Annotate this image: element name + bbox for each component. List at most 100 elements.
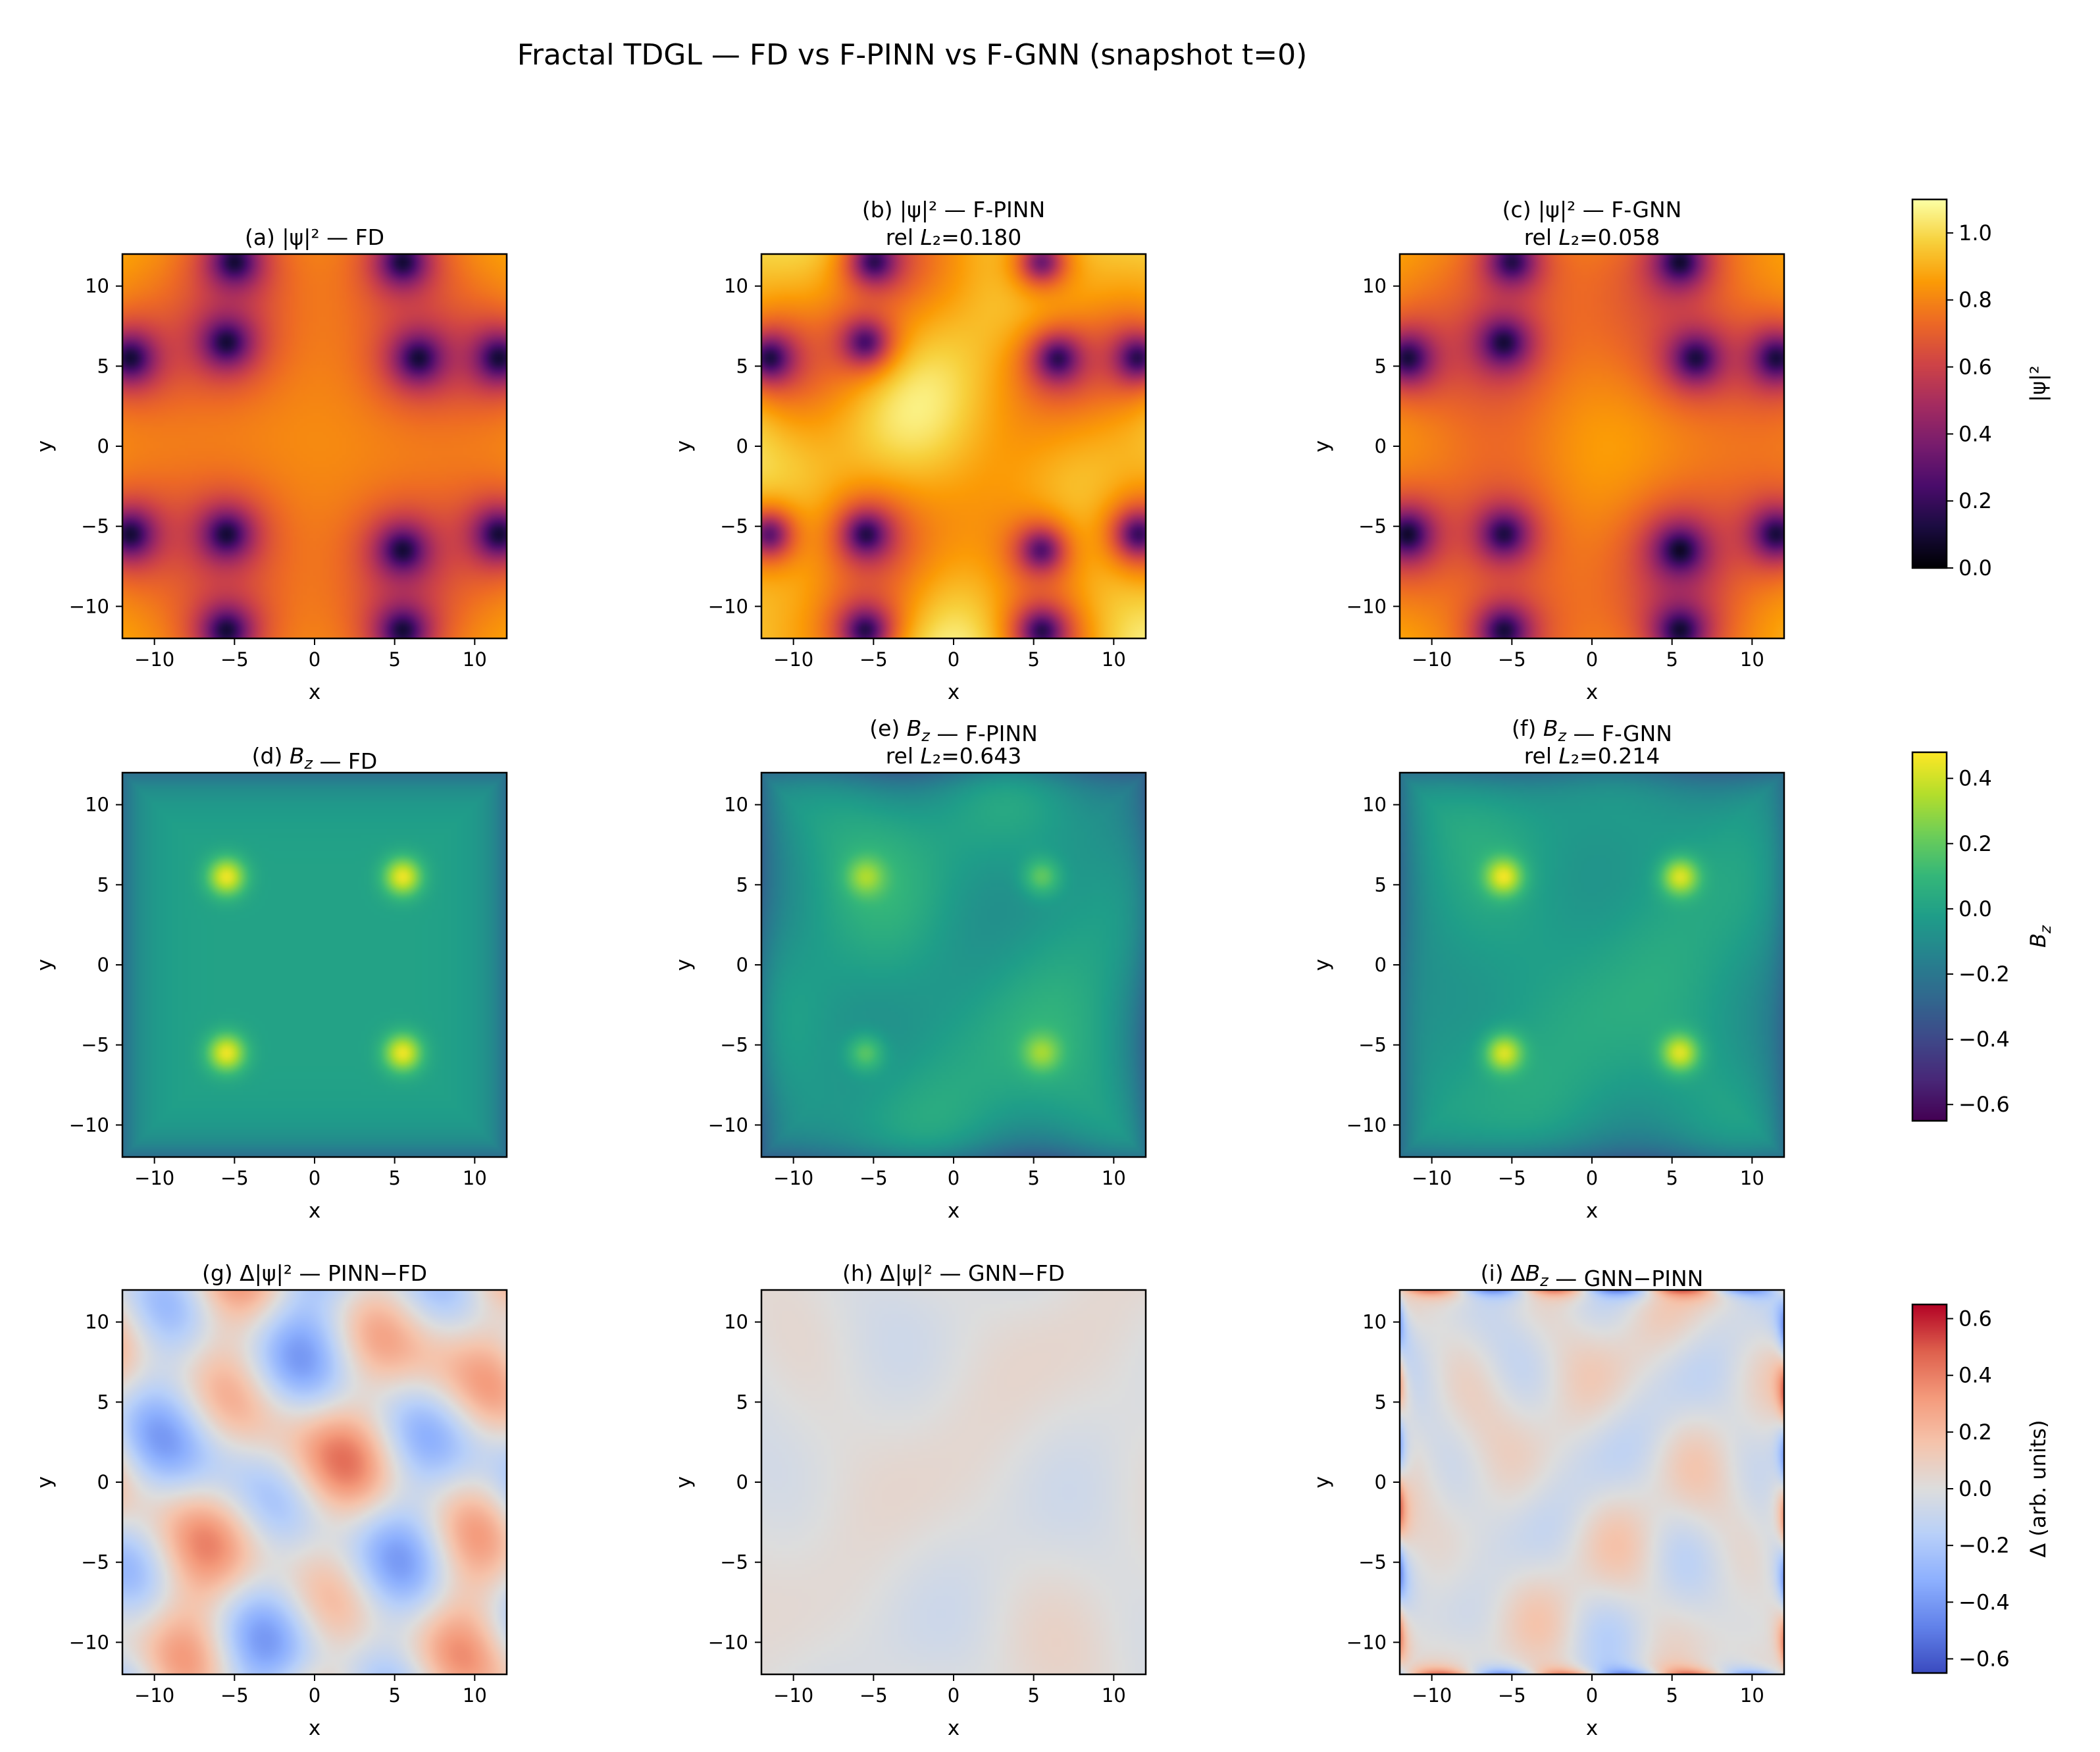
y-axis-label: y — [1310, 959, 1334, 971]
x-axis-label: x — [309, 1199, 320, 1223]
y-tick-label: −5 — [720, 515, 748, 538]
colorbar-tick-label: 0.8 — [1959, 288, 1992, 313]
x-tick-label: 0 — [309, 1167, 320, 1189]
x-tick-label: −5 — [859, 648, 888, 671]
heatmap-b — [761, 254, 1146, 638]
y-tick-label: 10 — [1362, 275, 1387, 297]
x-tick-label: 10 — [1102, 1684, 1126, 1707]
x-tick-label: −10 — [1412, 1684, 1452, 1707]
x-tick-label: 0 — [1586, 1167, 1598, 1189]
colorbar-tick-label: 0.4 — [1959, 1363, 1992, 1388]
y-tick-label: −5 — [1358, 1551, 1387, 1574]
colorbar-tick-label: 0.6 — [1959, 355, 1992, 380]
x-tick-label: −10 — [1412, 1167, 1452, 1189]
x-tick-label: 0 — [948, 1684, 960, 1707]
y-axis-label: y — [672, 1476, 696, 1488]
panel-subtitle: rel L₂=0.180 — [886, 224, 1022, 250]
x-axis-label: x — [948, 681, 960, 704]
y-tick-label: 0 — [97, 435, 109, 457]
panel-title: (b) |ψ|² — F-PINN — [862, 197, 1045, 222]
x-tick-label: 0 — [948, 1167, 960, 1189]
panel-title: (g) Δ|ψ|² — PINN−FD — [202, 1260, 427, 1286]
x-tick-label: 0 — [948, 648, 960, 671]
x-tick-label: 5 — [388, 1167, 400, 1189]
colorbar-tick-label: 0.2 — [1959, 1420, 1992, 1445]
x-tick-label: −10 — [773, 1684, 813, 1707]
heatmap-g — [122, 1290, 507, 1674]
y-tick-label: −10 — [69, 595, 109, 617]
y-tick-label: 10 — [724, 1311, 748, 1333]
colorbar-tick-label: 0.6 — [1959, 1306, 1992, 1331]
colorbar-gradient — [1912, 199, 1947, 568]
colorbar-label: |ψ|² — [2026, 365, 2051, 402]
heatmap-f — [1400, 773, 1784, 1157]
y-tick-label: 10 — [1362, 794, 1387, 816]
colorbar-tick-label: −0.6 — [1959, 1092, 2010, 1117]
panel-title: (c) |ψ|² — F-GNN — [1502, 197, 1682, 222]
panel-title: (d) Bz — FD — [252, 743, 378, 774]
x-tick-label: 10 — [1740, 1684, 1764, 1707]
y-axis-label: y — [33, 959, 57, 971]
panel-title: (a) |ψ|² — FD — [245, 224, 384, 250]
panel-title: (h) Δ|ψ|² — GNN−FD — [842, 1260, 1065, 1286]
panel-subtitle: rel L₂=0.643 — [886, 743, 1022, 769]
y-axis-label: y — [33, 1476, 57, 1488]
colorbar-tick-label: −0.2 — [1959, 962, 2010, 987]
y-axis-label: y — [672, 440, 696, 452]
colorbar-gradient — [1912, 752, 1947, 1121]
y-tick-label: −10 — [69, 1631, 109, 1653]
panel-subtitle: rel L₂=0.214 — [1524, 743, 1660, 769]
figure-title: Fractal TDGL — FD vs F-PINN vs F-GNN (sn… — [517, 38, 1308, 72]
y-tick-label: 0 — [736, 435, 748, 457]
y-tick-label: 10 — [724, 794, 748, 816]
panel-a: −10 −5 0 5 10 −10 −5 0 5 10 x y (a) |ψ|² — FD — [33, 224, 508, 704]
x-axis-label: x — [309, 681, 320, 704]
y-tick-label: −5 — [81, 515, 109, 538]
colorbar-tick-label: 0.4 — [1959, 421, 1992, 446]
panel-i: −10 −5 0 5 10 −10 −5 0 5 10 x y (i) ΔBz — GNN−PINN — [1310, 1260, 1785, 1740]
panel-g: −10 −5 0 5 10 −10 −5 0 5 10 x y (g) Δ|ψ|² — PINN−FD — [33, 1260, 508, 1740]
y-axis-label: y — [1310, 1476, 1334, 1488]
heatmap-e — [761, 773, 1146, 1157]
y-tick-label: 0 — [1375, 435, 1387, 457]
x-tick-label: 0 — [1586, 1684, 1598, 1707]
heatmap-c — [1400, 254, 1784, 638]
panel-d: −10 −5 0 5 10 −10 −5 0 5 10 x y (d) Bz — FD — [33, 743, 508, 1223]
heatmap-a — [122, 254, 507, 638]
colorbar-gradient — [1912, 1304, 1947, 1673]
y-tick-label: 10 — [85, 275, 109, 297]
colorbars: 0.0 0.2 0.4 0.6 0.8 1.0 |ψ|² −0.6 −0.4 −0.2 0.0 0.2… — [1911, 198, 2055, 1674]
x-tick-label: 10 — [463, 1684, 487, 1707]
panel-b: −10 −5 0 5 10 −10 −5 0 5 10 x y (b) |ψ|² — F-PINNrel… — [672, 197, 1147, 704]
y-tick-label: 10 — [85, 1311, 109, 1333]
x-tick-label: −10 — [134, 1684, 174, 1707]
y-tick-label: 5 — [97, 355, 109, 377]
x-tick-label: 5 — [1027, 648, 1039, 671]
panel-title: (f) Bz — F-GNN — [1512, 715, 1672, 746]
x-tick-label: 0 — [1586, 648, 1598, 671]
colorbar-tick-label: −0.2 — [1959, 1533, 2010, 1558]
heatmap-i — [1400, 1290, 1784, 1674]
colorbar-tick-label: 0.0 — [1959, 1476, 1992, 1501]
y-tick-label: 0 — [97, 1471, 109, 1493]
colorbar-tick-label: 0.4 — [1959, 766, 1992, 791]
colorbar-tick-label: 1.0 — [1959, 220, 1992, 245]
y-tick-label: −10 — [708, 595, 748, 617]
colorbar-tick-label: −0.4 — [1959, 1027, 2010, 1052]
y-tick-label: −10 — [708, 1631, 748, 1653]
panel-title: (e) Bz — F-PINN — [869, 715, 1038, 746]
colorbar-cb3: −0.6 −0.4 −0.2 0.0 0.2 0.4 0.6 Δ (arb. units) — [1911, 1303, 2051, 1674]
x-axis-label: x — [1586, 1716, 1598, 1740]
colorbar-frame — [1911, 751, 1948, 1122]
x-tick-label: −5 — [220, 648, 249, 671]
x-tick-label: −5 — [220, 1167, 249, 1189]
x-tick-label: 0 — [309, 648, 320, 671]
y-tick-label: 0 — [97, 954, 109, 976]
x-tick-label: −10 — [134, 648, 174, 671]
x-tick-label: 5 — [1027, 1167, 1039, 1189]
x-tick-label: −10 — [773, 1167, 813, 1189]
colorbar-cb2: −0.6 −0.4 −0.2 0.0 0.2 0.4 Bz — [1911, 751, 2055, 1122]
x-tick-label: −5 — [859, 1684, 888, 1707]
